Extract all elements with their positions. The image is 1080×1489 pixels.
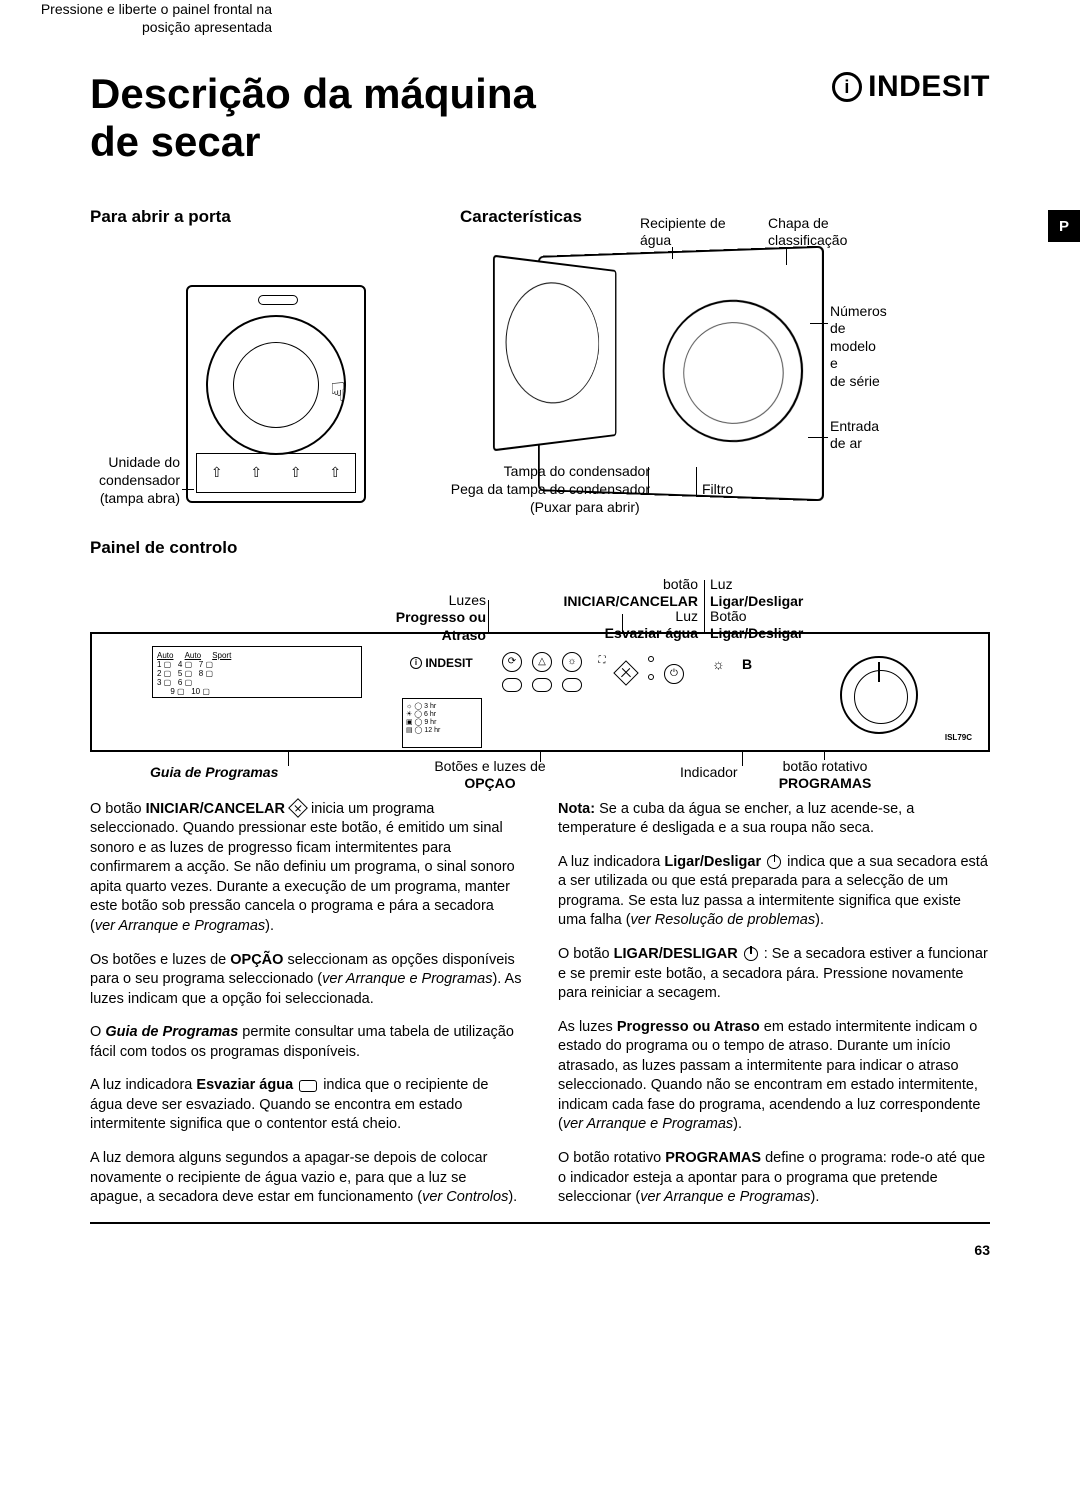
features-diagram: Recipiente deágua Chapa declassificação …	[480, 233, 880, 513]
body-right-column: Nota: Se a cuba da água se encher, a luz…	[558, 800, 990, 1208]
control-panel-diagram: Auto Auto Sport 1 ▢ 4 ▢ 7 ▢ 2 ▢ 5 ▢ 8 ▢ …	[90, 632, 990, 752]
programs-dial	[840, 656, 918, 734]
start-cancel-symbol	[288, 798, 308, 818]
door-heading: Para abrir a porta	[90, 207, 430, 227]
power-symbol-2	[744, 947, 758, 961]
label-pull: (Puxar para abrir)	[530, 499, 640, 517]
extra-icon-1: ☼	[712, 656, 725, 672]
door-diagram: ☟ ⇧⇧⇧⇧ Unidade do condensador (tampa abr…	[90, 273, 370, 518]
brand-text: INDESIT	[868, 70, 990, 104]
label-cond-handle: Pega da tampa do condensador	[420, 481, 650, 499]
brand-icon: i	[832, 72, 862, 102]
label-air: Entradade ar	[830, 418, 879, 453]
onoff-icon: ⏻	[664, 664, 684, 684]
option-icon-3: ☼	[562, 652, 582, 672]
extra-icon-2: B	[742, 656, 752, 672]
label-model: Números demodelo ede série	[830, 303, 887, 391]
panel-bottom-labels: Guia de Programas Botões e luzes deOPÇAO…	[90, 758, 990, 792]
features-section: Características Recipiente deágua Chapa …	[460, 207, 990, 518]
page-header: Descrição da máquina de secar i INDESIT	[90, 70, 990, 167]
condenser-label: Unidade do condensador (tampa abra)	[0, 453, 180, 508]
empty-water-symbol	[299, 1080, 317, 1092]
door-instruction: Pressione e liberte o painel frontal nap…	[0, 0, 272, 36]
body-text: O botão INICIAR/CANCELAR inicia um progr…	[90, 800, 990, 1224]
body-left-column: O botão INICIAR/CANCELAR inicia um progr…	[90, 800, 522, 1208]
language-tab: P	[1048, 210, 1080, 242]
option-icon-4: ⛶	[592, 652, 612, 672]
option-icon-1: ⟳	[502, 652, 522, 672]
hand-icon: ☟	[330, 377, 346, 408]
panel-brand: i INDESIT	[410, 656, 473, 670]
program-guide-box: Auto Auto Sport 1 ▢ 4 ▢ 7 ▢ 2 ▢ 5 ▢ 8 ▢ …	[152, 646, 362, 698]
label-filter: Filtro	[702, 481, 733, 499]
label-cond-cover: Tampa do condensador	[460, 463, 650, 481]
power-symbol	[767, 855, 781, 869]
page-title: Descrição da máquina de secar	[90, 70, 536, 167]
page-number: 63	[90, 1242, 990, 1258]
title-line2: de secar	[90, 118, 260, 165]
title-line1: Descrição da máquina	[90, 70, 536, 117]
timed-box: ☼ ◯ 3 hr☀ ◯ 6 hr▣ ◯ 9 hr▤ ◯ 12 hr	[402, 698, 482, 748]
panel-model: ISL79C	[945, 733, 972, 742]
label-water: Recipiente deágua	[640, 215, 726, 250]
start-cancel-icon	[613, 660, 638, 685]
door-section: Para abrir a porta Pressione e liberte o…	[90, 207, 430, 518]
panel-top-labels: LuzesProgresso ou Atraso botãoINICIAR/CA…	[90, 562, 990, 632]
brand-logo: i INDESIT	[832, 70, 990, 104]
label-plate: Chapa declassificação	[768, 215, 847, 250]
panel-heading: Painel de controlo	[90, 538, 990, 558]
option-icon-2: △	[532, 652, 552, 672]
